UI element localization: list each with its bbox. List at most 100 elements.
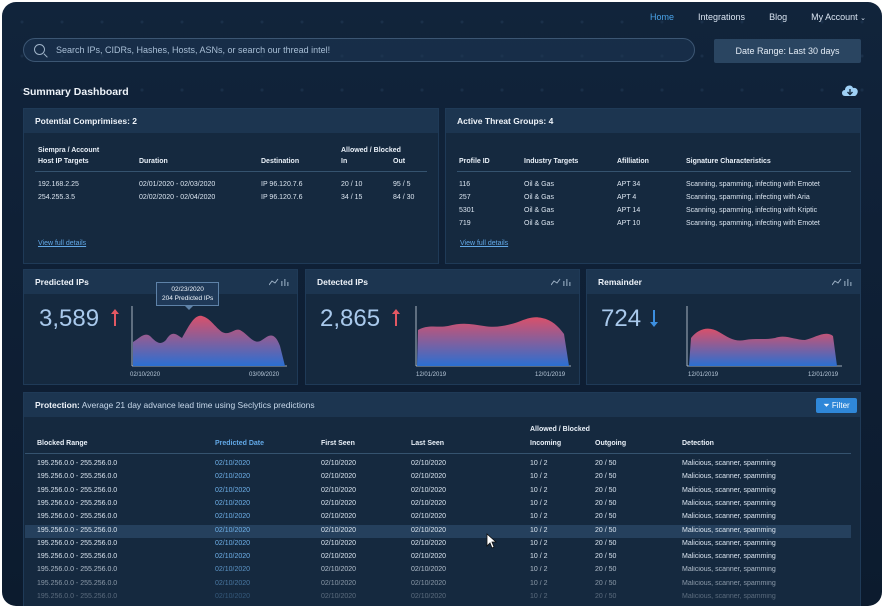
first-cell: 02/10/2020 <box>321 566 357 574</box>
industry-cell: Oil & Gas <box>524 194 554 201</box>
det-cell: Malicious, scanner, spamming <box>682 539 776 547</box>
in-cell: 10 / 2 <box>530 593 548 600</box>
predicted-panel: Predicted IPs 3,589 02/23/2020 204 Predic… <box>23 269 298 385</box>
col-affiliation: Afilliation <box>617 158 649 165</box>
protection-header: Protection: Average 21 day advance lead … <box>24 393 860 417</box>
table-row[interactable]: 195.256.0.0 - 255.256.0.0 02/10/2020 02/10… <box>25 498 851 511</box>
first-cell: 02/10/2020 <box>321 539 357 547</box>
table-row[interactable]: 195.256.0.0 - 255.256.0.0 02/10/2020 02/10… <box>25 551 851 564</box>
detected-panel: Detected IPs 2,865 12/01/2019 12/01/2019 <box>305 269 580 385</box>
out-cell: 20 / 50 <box>595 513 617 521</box>
tooltip-value: 204 Predicted IPs <box>162 295 214 302</box>
pred-cell: 02/10/2020 <box>215 486 251 494</box>
range-cell: 195.256.0.0 - 255.256.0.0 <box>37 579 118 587</box>
predicted-value: 3,589 <box>39 305 100 332</box>
cloud-download-icon[interactable] <box>840 83 860 97</box>
filter-label: Filter <box>831 401 850 410</box>
search-placeholder: Search IPs, CIDRs, Hashes, Hosts, ASNs, … <box>56 45 331 55</box>
nav-home[interactable]: Home <box>650 12 675 22</box>
in-cell: 10 / 2 <box>530 513 548 521</box>
remainder-title: Remainder <box>587 270 860 294</box>
nav-blog[interactable]: Blog <box>769 12 788 22</box>
table-row[interactable]: 195.256.0.0 - 255.256.0.0 02/10/2020 02/10… <box>25 538 851 551</box>
x-axis-start: 02/10/2020 <box>130 372 161 378</box>
in-cell: 20 / 10 <box>341 181 363 188</box>
col-outgoing: Outgoing <box>595 440 627 447</box>
pred-cell: 02/10/2020 <box>215 566 251 574</box>
col-duration: Duration <box>139 158 168 165</box>
table-row[interactable]: 195.256.0.0 - 255.256.0.0 02/10/2020 02/10… <box>25 578 851 591</box>
industry-cell: Oil & Gas <box>524 181 554 188</box>
col-destination: Destination <box>261 158 300 165</box>
last-cell: 02/10/2020 <box>411 513 447 521</box>
table-row[interactable]: 195.256.0.0 - 255.256.0.0 02/10/2020 02/10… <box>25 458 851 471</box>
det-cell: Malicious, scanner, spamming <box>682 579 776 587</box>
col-host-l2: Host IP Targets <box>38 158 89 165</box>
col-first-seen: First Seen <box>321 440 355 447</box>
first-cell: 02/10/2020 <box>321 460 357 467</box>
duration-cell: 02/02/2020 - 02/04/2020 <box>139 194 216 201</box>
signature-cell: Scanning, spamming, infecting with Aria <box>686 194 810 201</box>
industry-cell: Oil & Gas <box>524 220 554 227</box>
compromises-panel: Potential Comprimises: 2 Siempra / Accou… <box>23 108 439 264</box>
date-range-button[interactable]: Date Range: Last 30 days <box>714 39 861 63</box>
col-signature: Signature Characteristics <box>686 158 771 165</box>
arrow-up-icon <box>111 309 119 326</box>
table-row[interactable]: 195.256.0.0 - 255.256.0.0 02/10/2020 02/10… <box>25 471 851 484</box>
last-cell: 02/10/2020 <box>411 539 447 547</box>
line-chart-icon[interactable] <box>269 278 289 286</box>
mouse-cursor-icon <box>486 533 498 549</box>
out-cell: 20 / 50 <box>595 473 617 481</box>
col-blocked-range: Blocked Range <box>37 440 88 447</box>
view-details-link[interactable]: View full details <box>38 240 87 247</box>
line-chart-icon[interactable] <box>551 278 571 286</box>
in-cell: 10 / 2 <box>530 526 548 534</box>
filter-icon: ⏷ <box>823 401 830 410</box>
last-cell: 02/10/2020 <box>411 566 447 574</box>
col-incoming: Incoming <box>530 440 562 447</box>
threats-panel: Active Threat Groups: 4 Profile ID Indus… <box>445 108 861 264</box>
last-cell: 02/10/2020 <box>411 499 447 507</box>
out-cell: 20 / 50 <box>595 579 617 587</box>
table-row[interactable]: 195.256.0.0 - 255.256.0.0 02/10/2020 02/10… <box>25 524 851 538</box>
x-axis-start: 12/01/2019 <box>416 372 447 378</box>
table-row[interactable]: 195.256.0.0 - 255.256.0.0 02/10/2020 02/10… <box>25 511 851 524</box>
det-cell: Malicious, scanner, spamming <box>682 460 776 467</box>
table-row[interactable]: 195.256.0.0 - 255.256.0.0 02/10/2020 02/10… <box>25 591 851 604</box>
search-icon <box>34 44 45 55</box>
line-chart-icon[interactable] <box>832 278 852 286</box>
first-cell: 02/10/2020 <box>321 553 357 561</box>
range-cell: 195.256.0.0 - 255.256.0.0 <box>37 486 118 494</box>
protection-label: Protection: <box>35 400 80 410</box>
chevron-down-icon: ⌄ <box>860 15 866 22</box>
arrow-down-icon <box>650 310 658 327</box>
profile-cell: 257 <box>459 194 471 201</box>
pred-cell: 02/10/2020 <box>215 539 251 547</box>
view-details-link[interactable]: View full details <box>460 240 509 247</box>
nav-integrations[interactable]: Integrations <box>698 12 746 22</box>
table-row[interactable]: 195.256.0.0 - 255.256.0.0 02/10/2020 02/10… <box>25 485 851 498</box>
out-cell: 20 / 50 <box>595 566 617 574</box>
det-cell: Malicious, scanner, spamming <box>682 473 776 481</box>
in-cell: 10 / 2 <box>530 473 548 481</box>
nav-account[interactable]: My Account ⌄ <box>811 12 866 22</box>
col-predicted-date[interactable]: Predicted Date <box>215 440 265 447</box>
pred-cell: 02/10/2020 <box>215 593 251 600</box>
range-cell: 195.256.0.0 - 255.256.0.0 <box>37 539 118 547</box>
det-cell: Malicious, scanner, spamming <box>682 513 776 521</box>
filter-button[interactable]: ⏷ Filter <box>816 398 857 413</box>
det-cell: Malicious, scanner, spamming <box>682 593 776 600</box>
profile-cell: 719 <box>459 220 471 227</box>
detected-title: Detected IPs <box>306 270 579 294</box>
out-cell: 20 / 50 <box>595 593 617 600</box>
first-cell: 02/10/2020 <box>321 499 357 507</box>
search-input[interactable]: Search IPs, CIDRs, Hashes, Hosts, ASNs, … <box>23 38 695 62</box>
pred-cell: 02/10/2020 <box>215 499 251 507</box>
signature-cell: Scanning, spamming, infecting with Emote… <box>686 181 820 188</box>
out-cell: 20 / 50 <box>595 553 617 561</box>
first-cell: 02/10/2020 <box>321 526 357 534</box>
pred-cell: 02/10/2020 <box>215 579 251 587</box>
det-cell: Malicious, scanner, spamming <box>682 566 776 574</box>
out-cell: 95 / 5 <box>393 181 411 188</box>
table-row[interactable]: 195.256.0.0 - 255.256.0.0 02/10/2020 02/10… <box>25 564 851 577</box>
